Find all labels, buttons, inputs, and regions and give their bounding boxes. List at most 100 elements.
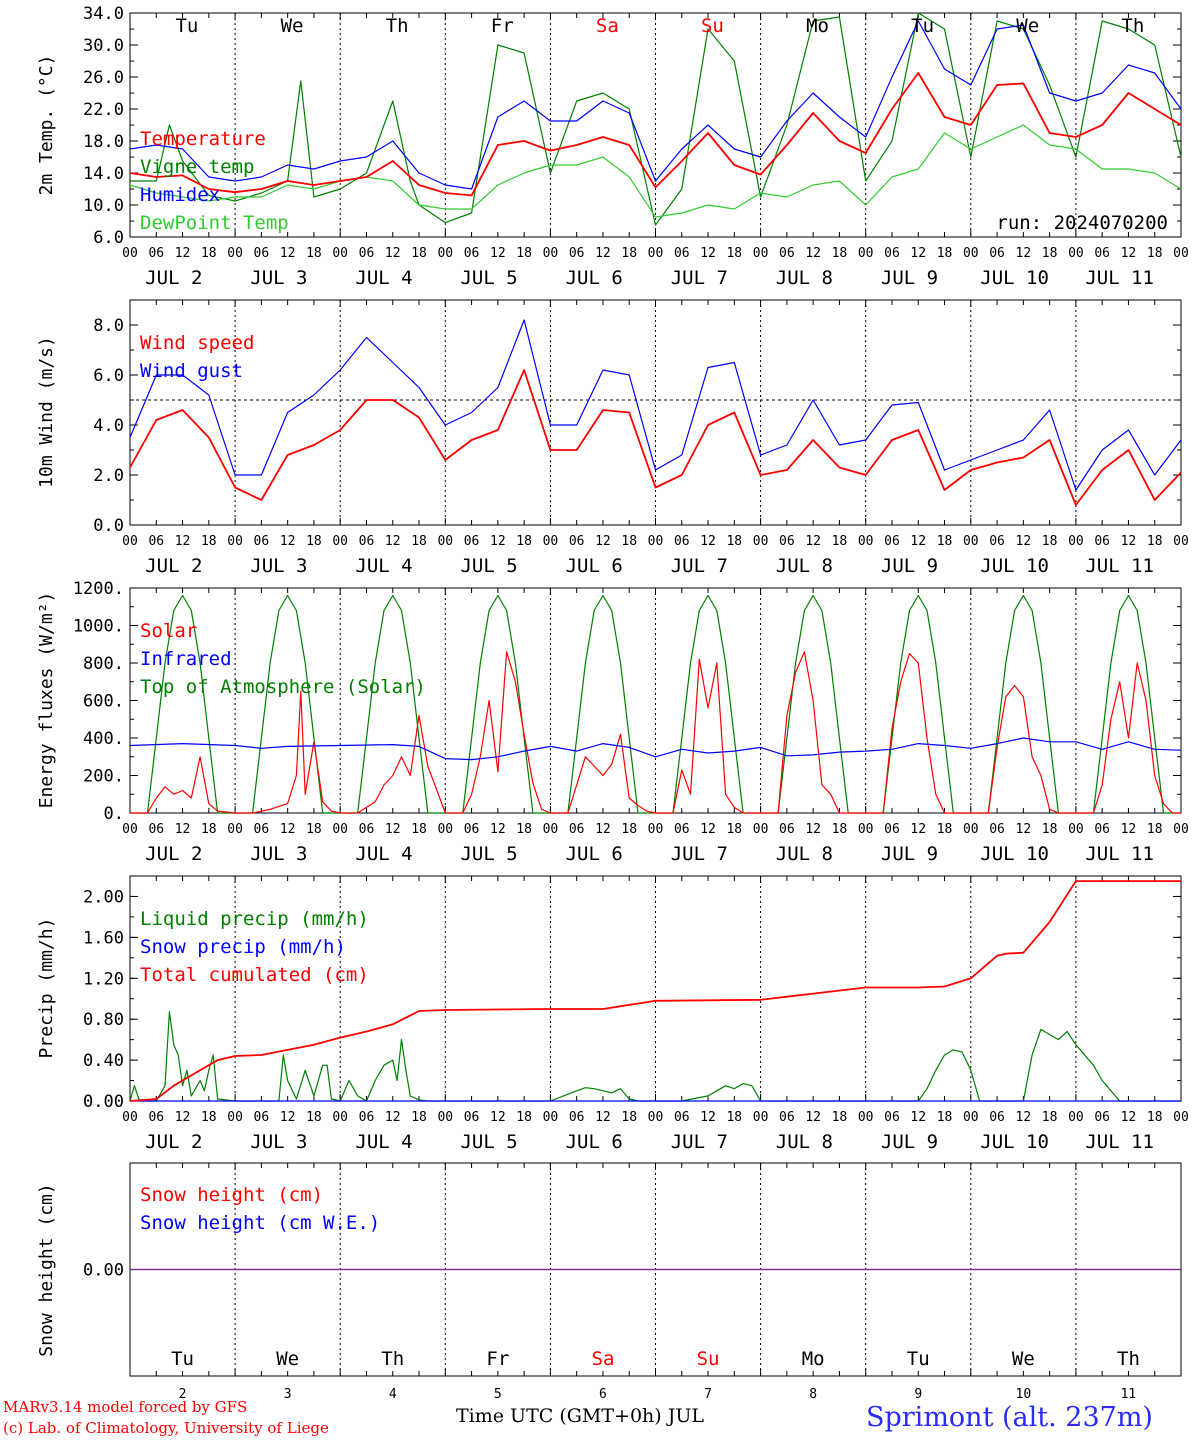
x-hour-label: 18 <box>937 822 953 837</box>
x-hour-label: 06 <box>1094 1110 1110 1125</box>
x-hour-label: 06 <box>148 1110 164 1125</box>
x-hour-label: 18 <box>832 534 848 549</box>
y-tick-label: 800. <box>83 654 124 674</box>
y-tick-label: 4.0 <box>93 416 124 436</box>
x-day-label: JUL 6 <box>566 1131 623 1153</box>
x-hour-label: 12 <box>910 822 926 837</box>
x-day-label: JUL 4 <box>355 843 412 865</box>
x-hour-label: 00 <box>543 822 559 837</box>
x-hour-label: 18 <box>832 1110 848 1125</box>
series-line-humidex <box>129 20 1182 190</box>
series-line-wind-gust <box>129 319 1182 491</box>
x-hour-label: 12 <box>910 1110 926 1125</box>
y-tick-label: 200. <box>83 767 124 787</box>
x-hour-label: 06 <box>779 534 795 549</box>
y-tick-label: 0.00 <box>83 1092 124 1112</box>
x-hour-label: 12 <box>280 1110 296 1125</box>
x-hour-label: 06 <box>359 822 375 837</box>
x-day-label: JUL 5 <box>460 1131 517 1153</box>
x-hour-label: 12 <box>175 246 191 261</box>
x-day-label: JUL 4 <box>355 555 412 577</box>
x-hour-label: 00 <box>963 1110 979 1125</box>
x-day-label: JUL 8 <box>776 843 833 865</box>
y-tick-label: 26.0 <box>83 68 124 88</box>
x-day-label: JUL 2 <box>145 843 202 865</box>
day-number-label: 11 <box>1121 1387 1137 1402</box>
y-tick-label: 18.0 <box>83 132 124 152</box>
x-hour-label: 00 <box>648 246 664 261</box>
day-number-label: 10 <box>1016 1387 1032 1402</box>
x-hour-label: 06 <box>569 822 585 837</box>
series-line-vigne-temp <box>130 12 1182 226</box>
x-hour-label: 12 <box>490 246 506 261</box>
y-tick-label: 1.60 <box>83 928 124 948</box>
x-hour-label: 00 <box>753 1110 769 1125</box>
x-hour-label: 12 <box>1121 534 1137 549</box>
x-hour-label: 00 <box>648 534 664 549</box>
x-hour-label: 18 <box>201 1110 217 1125</box>
y-tick-label: 1000. <box>73 617 124 637</box>
x-day-label: JUL 11 <box>1085 267 1154 289</box>
x-day-label: JUL 2 <box>145 1131 202 1153</box>
y-axis-title: Energy fluxes (W/m²) <box>36 592 57 809</box>
x-day-label: JUL 11 <box>1085 1131 1154 1153</box>
x-day-label: JUL 4 <box>355 267 412 289</box>
x-hour-label: 12 <box>490 534 506 549</box>
x-hour-label: 06 <box>884 1110 900 1125</box>
x-hour-label: 06 <box>1094 534 1110 549</box>
model-credit: MARv3.14 model forced by GFS <box>3 1398 248 1416</box>
x-axis-title: Time UTC (GMT+0h) JUL <box>456 1405 704 1427</box>
weekday-label: Th <box>1117 1348 1140 1370</box>
x-hour-label: 18 <box>726 246 742 261</box>
x-hour-label: 18 <box>411 822 427 837</box>
x-hour-label: 06 <box>148 822 164 837</box>
x-hour-label: 06 <box>359 1110 375 1125</box>
x-hour-label: 18 <box>1147 1110 1163 1125</box>
x-hour-label: 12 <box>700 246 716 261</box>
y-axis-title: Precip (mm/h) <box>36 918 57 1059</box>
x-hour-label: 12 <box>910 246 926 261</box>
x-hour-label: 18 <box>621 246 637 261</box>
x-hour-label: 18 <box>411 1110 427 1125</box>
x-day-label: JUL 3 <box>250 1131 307 1153</box>
x-hour-label: 06 <box>779 822 795 837</box>
x-hour-label: 00 <box>1068 1110 1084 1125</box>
day-number-label: 8 <box>809 1387 817 1402</box>
weekday-label: Tu <box>171 1348 194 1370</box>
x-hour-label: 06 <box>989 246 1005 261</box>
x-day-label: JUL 4 <box>355 1131 412 1153</box>
x-day-label: JUL 2 <box>145 555 202 577</box>
x-day-label: JUL 3 <box>250 843 307 865</box>
weekday-label: Th <box>1121 15 1144 37</box>
x-day-label: JUL 8 <box>776 555 833 577</box>
x-hour-label: 12 <box>595 822 611 837</box>
x-day-label: JUL 5 <box>460 555 517 577</box>
x-hour-label: 06 <box>989 822 1005 837</box>
x-hour-label: 06 <box>464 246 480 261</box>
x-hour-label: 06 <box>779 1110 795 1125</box>
x-hour-label: 00 <box>1173 246 1189 261</box>
x-hour-label: 00 <box>122 246 138 261</box>
x-hour-label: 18 <box>411 534 427 549</box>
x-hour-label: 12 <box>385 822 401 837</box>
x-hour-label: 18 <box>937 534 953 549</box>
x-hour-label: 06 <box>569 1110 585 1125</box>
y-axis-title: 2m Temp. (°C) <box>36 55 57 196</box>
x-day-label: JUL 5 <box>460 267 517 289</box>
x-hour-label: 18 <box>621 1110 637 1125</box>
weekday-label: Mo <box>802 1348 825 1370</box>
legend-entry: Solar <box>140 620 197 642</box>
x-hour-label: 06 <box>1094 822 1110 837</box>
legend-entry: Wind gust <box>140 360 243 382</box>
x-hour-label: 12 <box>280 822 296 837</box>
x-hour-label: 06 <box>359 534 375 549</box>
x-hour-label: 18 <box>306 534 322 549</box>
x-hour-label: 00 <box>963 534 979 549</box>
y-tick-label: 1200. <box>73 579 124 599</box>
x-hour-label: 18 <box>726 534 742 549</box>
x-hour-label: 00 <box>543 1110 559 1125</box>
x-hour-label: 00 <box>437 246 453 261</box>
x-hour-label: 18 <box>937 246 953 261</box>
x-hour-label: 12 <box>595 534 611 549</box>
x-hour-label: 12 <box>385 1110 401 1125</box>
